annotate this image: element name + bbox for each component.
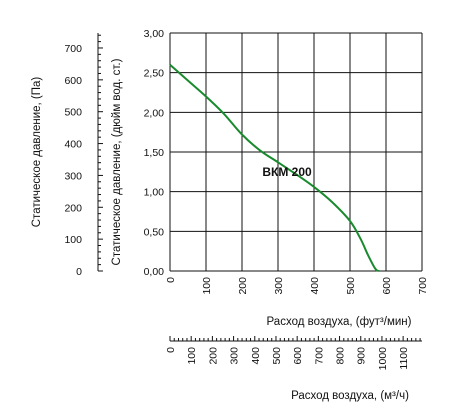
y-tick-label: 1,50 [144,147,165,159]
performance-curve [169,63,380,272]
x-tick-label: 300 [273,277,285,295]
m3h-tick-label: 100 [186,347,198,365]
m3h-tick-label: 1100 [398,347,410,370]
y-tick-label: 0,50 [144,226,165,238]
pa-tick-label: 700 [64,43,82,55]
pa-axis-title: Статическое давление, (Па) [31,77,43,228]
x-tick-label: 500 [345,277,357,295]
axes [97,33,422,342]
pa-tick-label: 100 [64,234,82,246]
m3h-tick-label: 600 [292,347,304,365]
x-tick-label: 100 [201,277,213,295]
x-tick-label: 200 [237,277,249,295]
m3h-tick-label: 900 [356,347,368,365]
y-tick-label: 2,50 [144,68,165,80]
m3h-tick-label: 800 [335,347,347,365]
y-tick-label: 3,00 [144,28,165,40]
m3h-tick-label: 700 [313,347,325,365]
pa-tick-label: 300 [64,170,82,182]
m3h-tick-label: 400 [250,347,262,365]
y-tick-label: 2,00 [144,107,165,119]
pa-tick-label: 600 [64,75,82,87]
m3h-tick-label: 1000 [377,347,389,371]
m3h-tick-label: 500 [271,347,283,365]
pa-tick-label: 500 [64,107,82,119]
x-axis-title: Расход воздуха, (фут³/мин) [267,316,412,328]
m3h-tick-label: 300 [229,347,241,365]
curve-layer [169,63,380,272]
x-tick-label: 0 [165,277,177,283]
pa-tick-label: 200 [64,202,82,214]
y-axis-title: Статическое давление, (дюйм вод. ст.) [111,58,123,265]
x-tick-label: 400 [309,277,321,295]
y-tick-label: 0,00 [144,266,165,278]
y-tick-label: 1,00 [144,187,165,199]
grid [169,32,423,272]
labels: 0 100 200 300 400 500 600 700 Статическое давлен… [31,28,429,402]
m3h-tick-label: 0 [165,347,177,353]
x-tick-label: 600 [381,277,393,295]
x-tick-label: 700 [417,277,429,295]
m3h-tick-label: 200 [207,347,219,365]
pa-tick-label: 0 [76,266,82,278]
series-label: ВКМ 200 [262,165,312,179]
pa-tick-label: 400 [64,139,82,151]
m3h-axis-title: Расход воздуха, (м³/ч) [291,390,409,402]
